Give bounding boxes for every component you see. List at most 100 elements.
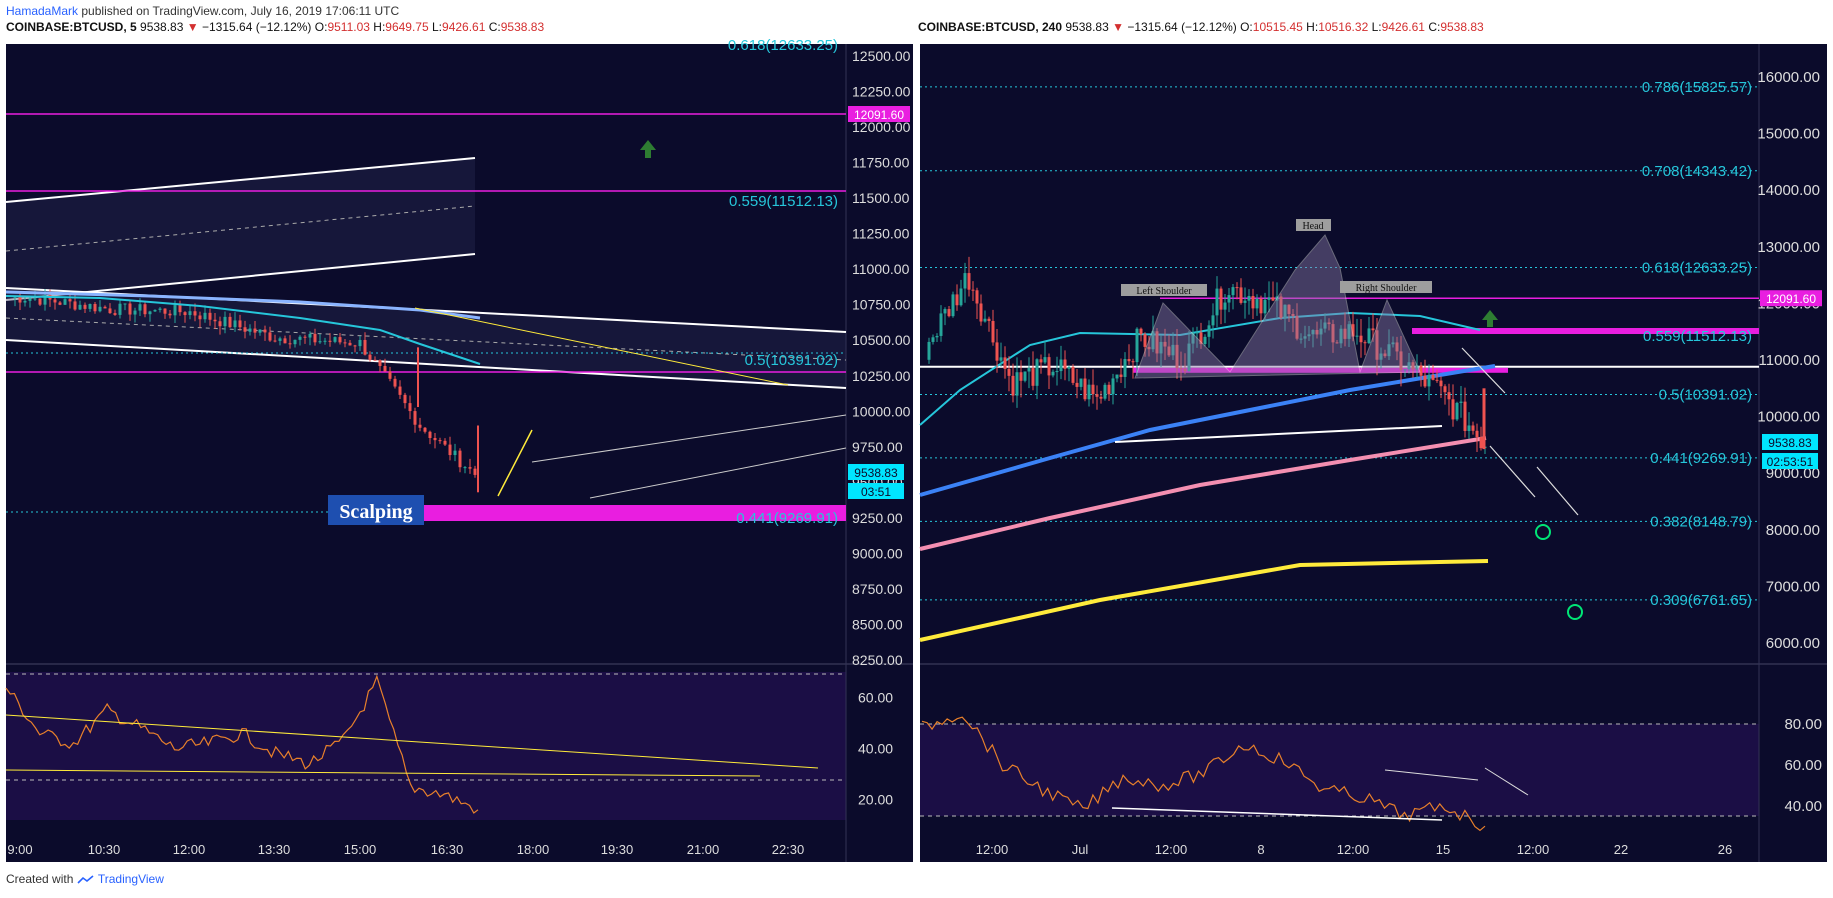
left-candle [218,321,222,327]
left-symbol-bar: COINBASE:BTCUSD, 5 9538.83 ▼ −1315.64 (−… [6,20,545,34]
left-candle [233,320,237,328]
left-candle [73,301,77,310]
left-candle [423,427,427,432]
right-ema-cyan [919,311,1481,426]
right-candle [1071,366,1075,383]
right-candle [1135,328,1139,363]
right-price-tick: 14000.00 [1757,182,1820,199]
left-candle [128,303,132,315]
right-candle [1419,365,1423,376]
right-candle [935,335,939,338]
left-change: −1315.64 (−12.12%) [202,20,312,34]
right-candle [1075,382,1079,387]
left-candle [158,308,162,310]
left-candle [323,340,327,342]
left-candle [178,305,182,313]
left-fib-top-label: 0.618(12633.25) [728,37,838,54]
right-candle [1031,368,1035,386]
right-candle [1051,371,1055,376]
right-candle [1415,365,1419,370]
left-time-tick: 22:30 [772,842,805,857]
left-candle [303,336,307,338]
left-yellow-arrow [497,429,533,497]
left-candle [163,308,167,314]
right-candle [1111,378,1115,395]
right-candle [1191,333,1195,344]
right-rsi-tick: 60.00 [1784,757,1822,774]
left-candle [288,343,292,345]
left-countdown: 03:51 [861,485,891,499]
green-hand-icon [1535,524,1551,540]
right-candle [1195,332,1199,334]
left-last-price: 9538.83 [140,20,184,34]
left-candle [458,450,462,468]
right-arrow-1 [1461,347,1506,394]
right-candle [1295,316,1299,339]
left-candle [358,339,362,347]
left-rsi-tick: 20.00 [858,792,893,808]
right-price-tick: 15000.00 [1757,126,1820,143]
right-fib-label: 0.309(6761.65) [1650,592,1752,609]
left-candle [243,327,247,332]
right-candle [1303,336,1307,339]
right-candle [1451,399,1455,420]
left-candle [273,340,277,342]
left-candle [153,309,157,312]
left-candle [188,311,192,316]
left-time-tick: 15:00 [344,842,377,857]
left-candle [258,329,262,333]
right-candle [1375,330,1379,360]
left-candle [348,342,352,346]
green-up-arrow-icon [1482,310,1498,327]
left-candle [313,333,317,343]
right-price-tick: 10000.00 [1757,409,1820,426]
left-price-tick: 11000.00 [852,261,910,277]
right-price-tag: 9538.83 [1768,436,1812,450]
left-candle [403,394,407,404]
right-candle [1463,401,1467,431]
left-close: 9538.83 [500,20,545,34]
left-down-channel-fill [6,288,846,388]
right-candle [1379,353,1383,360]
left-candle [408,403,412,412]
left-candle [138,304,142,311]
right-candle [1343,328,1347,339]
right-last-price: 9538.83 [1065,20,1109,34]
right-candle [971,289,975,291]
right-candle [1315,330,1319,335]
down-triangle-icon: ▼ [186,20,199,34]
head-shoulders-pattern [1134,234,1421,379]
right-level-tag: 12091.60 [1766,292,1816,306]
right-shoulder-label-bg [1340,281,1432,293]
right-candle [1123,359,1127,377]
right-candle [1427,374,1431,387]
left-price-axis[interactable] [846,44,913,664]
right-candle [987,318,991,321]
left-candle [208,312,212,320]
left-candle [298,336,302,340]
author-link[interactable]: HamadaMark [6,4,79,18]
right-price-tick: 13000.00 [1757,239,1820,256]
left-candle [23,300,27,303]
left-candle [123,303,127,305]
left-price-tick: 11250.00 [852,226,910,242]
right-candle [1043,357,1047,363]
right-candle [1479,437,1483,449]
right-fib-559-label: 0.559(11512.13) [1643,328,1752,345]
left-candle [263,329,267,333]
right-price-axis[interactable] [1759,44,1827,664]
left-price-tick: 9000.00 [852,545,903,561]
right-candle [1171,344,1175,356]
left-price-tag-bg [848,464,904,480]
right-rsi-line [921,716,1486,832]
left-price-tick: 10500.00 [852,332,911,348]
right-candle [1263,299,1267,314]
right-candle [1455,402,1459,420]
footer-tradingview-link[interactable]: TradingView [97,872,164,886]
right-price-tick: 6000.00 [1766,635,1820,652]
right-559-zone [1412,328,1759,335]
right-candle [1275,296,1279,301]
right-candle [1227,295,1231,303]
left-channel-mid-line [5,205,476,252]
